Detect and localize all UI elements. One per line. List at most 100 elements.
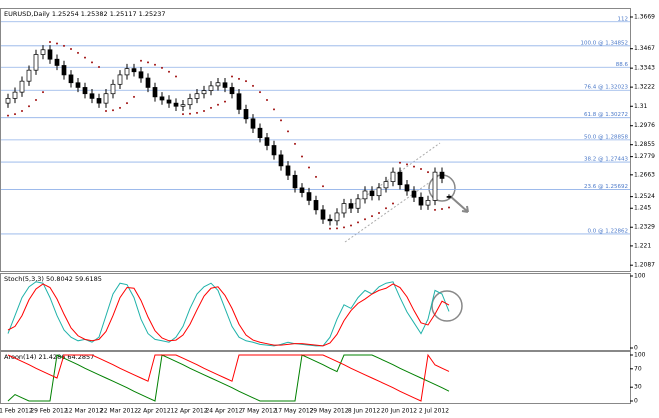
candle-body <box>299 187 305 193</box>
candle-body <box>26 69 32 82</box>
candle-body <box>369 190 375 197</box>
x-tick-label: 21 Feb 2012 <box>0 408 33 415</box>
candle-body <box>397 171 403 186</box>
sar-dot <box>126 102 128 105</box>
candle-body <box>362 190 368 200</box>
y-tick-label: 1.3222 <box>634 84 655 91</box>
trend-channel <box>334 142 441 243</box>
sar-dot <box>77 51 79 54</box>
sar-dot <box>210 106 212 109</box>
candle-body <box>390 171 396 182</box>
y-tick-label: 1.2524 <box>634 193 655 200</box>
chart-title: EURUSD,Daily 1.25254 1.25382 1.25117 1.2… <box>4 10 166 18</box>
sar-dot <box>49 40 51 43</box>
indicator-title: Stoch(5,3,3) 50.8042 59.6185 <box>4 275 102 283</box>
fib-label: 61.8 @ 1.30272 <box>584 112 628 118</box>
fib-label: 0.0 @ 1.22862 <box>588 228 629 234</box>
sar-dot <box>140 59 142 62</box>
sar-dot <box>203 109 205 112</box>
y-tick-label: 1.2329 <box>634 224 655 231</box>
candle-body <box>103 93 109 104</box>
candle-body <box>292 174 298 189</box>
candle-body <box>236 93 242 110</box>
candle-body <box>173 102 179 107</box>
candle-body <box>348 203 354 209</box>
candle-body <box>187 98 193 106</box>
y-tick-label: 1.245 <box>634 205 651 212</box>
candle-body <box>257 127 263 138</box>
fib-label: 112 <box>618 16 629 22</box>
y-tick-label: 1.2779 <box>634 153 655 160</box>
candle-body <box>47 49 53 60</box>
candle-body <box>250 118 256 129</box>
sar-dot <box>7 114 9 117</box>
sar-dot <box>385 207 387 210</box>
sar-dot <box>105 109 107 112</box>
candle-body <box>215 82 221 87</box>
candle-body <box>327 218 333 222</box>
fib-label: 50.0 @ 1.28858 <box>584 134 628 140</box>
sar-dot <box>413 165 415 168</box>
sar-dot <box>189 112 191 115</box>
candle-body <box>432 171 438 201</box>
candle-body <box>89 93 95 99</box>
candle-body <box>5 98 11 104</box>
fib-label: 38.2 @ 1.27443 <box>584 157 628 163</box>
candle-body <box>264 137 270 146</box>
sar-dot <box>294 142 296 145</box>
sar-dot <box>35 98 37 101</box>
sar-dot <box>280 119 282 122</box>
candle-body <box>341 203 347 214</box>
candle-body <box>208 85 214 91</box>
candle-body <box>271 145 277 156</box>
candle-body <box>159 96 165 101</box>
y-tick-label: 100 <box>634 273 646 280</box>
candle-body <box>243 109 249 120</box>
x-tick-label: 8 Jun 2012 <box>348 408 380 415</box>
sar-dot <box>441 208 443 211</box>
candle-body <box>68 74 74 84</box>
y-tick-label: 1.31 <box>634 103 648 110</box>
sar-dot <box>161 66 163 69</box>
y-tick-label: 1.3669 <box>634 14 655 21</box>
sar-dot <box>21 109 23 112</box>
indicator-line <box>7 353 450 402</box>
candle-body <box>201 90 207 95</box>
sar-dot <box>434 208 436 211</box>
sar-dot <box>315 175 317 178</box>
sar-dot <box>119 106 121 109</box>
x-tick-label: 24 Apr 2012 <box>205 408 242 415</box>
sar-dot <box>42 91 44 94</box>
sar-dot <box>350 224 352 227</box>
sar-dot <box>231 75 233 78</box>
y-tick-label: 1.2663 <box>634 171 655 178</box>
y-tick-label: 1.2976 <box>634 122 655 129</box>
sar-dot <box>91 61 93 64</box>
main-panel <box>0 8 631 272</box>
sar-dot <box>406 163 408 166</box>
candle-body <box>278 154 284 167</box>
sar-dot <box>420 168 422 171</box>
sar-dot <box>273 108 275 111</box>
sar-dot <box>70 48 72 51</box>
sar-dot <box>378 211 380 214</box>
x-tick-label: 29 Feb 2012 <box>30 408 68 415</box>
candle-body <box>117 74 123 85</box>
candle-body <box>131 68 137 73</box>
candle-body <box>404 184 410 192</box>
sar-dot <box>322 185 324 188</box>
sar-dot <box>63 44 65 47</box>
sar-dot <box>399 161 401 164</box>
candle-body <box>180 104 186 107</box>
x-tick-label: 12 Apr 2012 <box>170 408 207 415</box>
sar-dot <box>287 130 289 133</box>
candle-body <box>320 209 326 220</box>
candle-body <box>306 192 312 201</box>
y-tick-label: 30 <box>634 384 642 391</box>
stoch-panel <box>0 273 631 351</box>
candle-body <box>166 99 172 104</box>
sar-dot <box>238 77 240 80</box>
candle-body <box>355 198 361 209</box>
candle-body <box>19 80 25 93</box>
